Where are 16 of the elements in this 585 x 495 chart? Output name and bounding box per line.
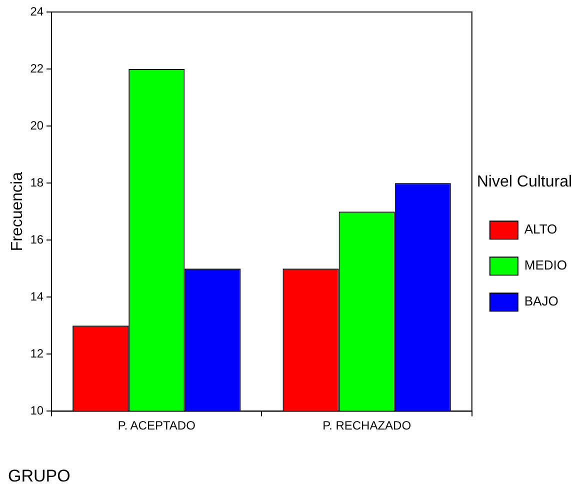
y-tick-label: 18 [30, 175, 44, 190]
legend-label: ALTO [524, 222, 558, 237]
y-tick-label: 10 [30, 404, 44, 418]
y-tick-label: 16 [30, 232, 44, 246]
legend-label: MEDIO [524, 258, 568, 273]
y-tick-label: 14 [30, 289, 44, 304]
y-tick-label: 12 [30, 346, 44, 360]
x-tick-label: P. RECHAZADO [322, 418, 412, 433]
legend-label: BAJO [524, 294, 558, 309]
y-tick-label: 20 [30, 118, 44, 132]
y-axis-title: Frecuencia [9, 172, 26, 252]
x-tick-label: P. ACEPTADO [118, 418, 196, 433]
legend-title: Nivel Cultural [476, 173, 572, 190]
y-tick-label: 22 [30, 61, 44, 76]
y-tick-label: 24 [30, 4, 44, 18]
x-axis-title: GRUPO [8, 466, 70, 486]
